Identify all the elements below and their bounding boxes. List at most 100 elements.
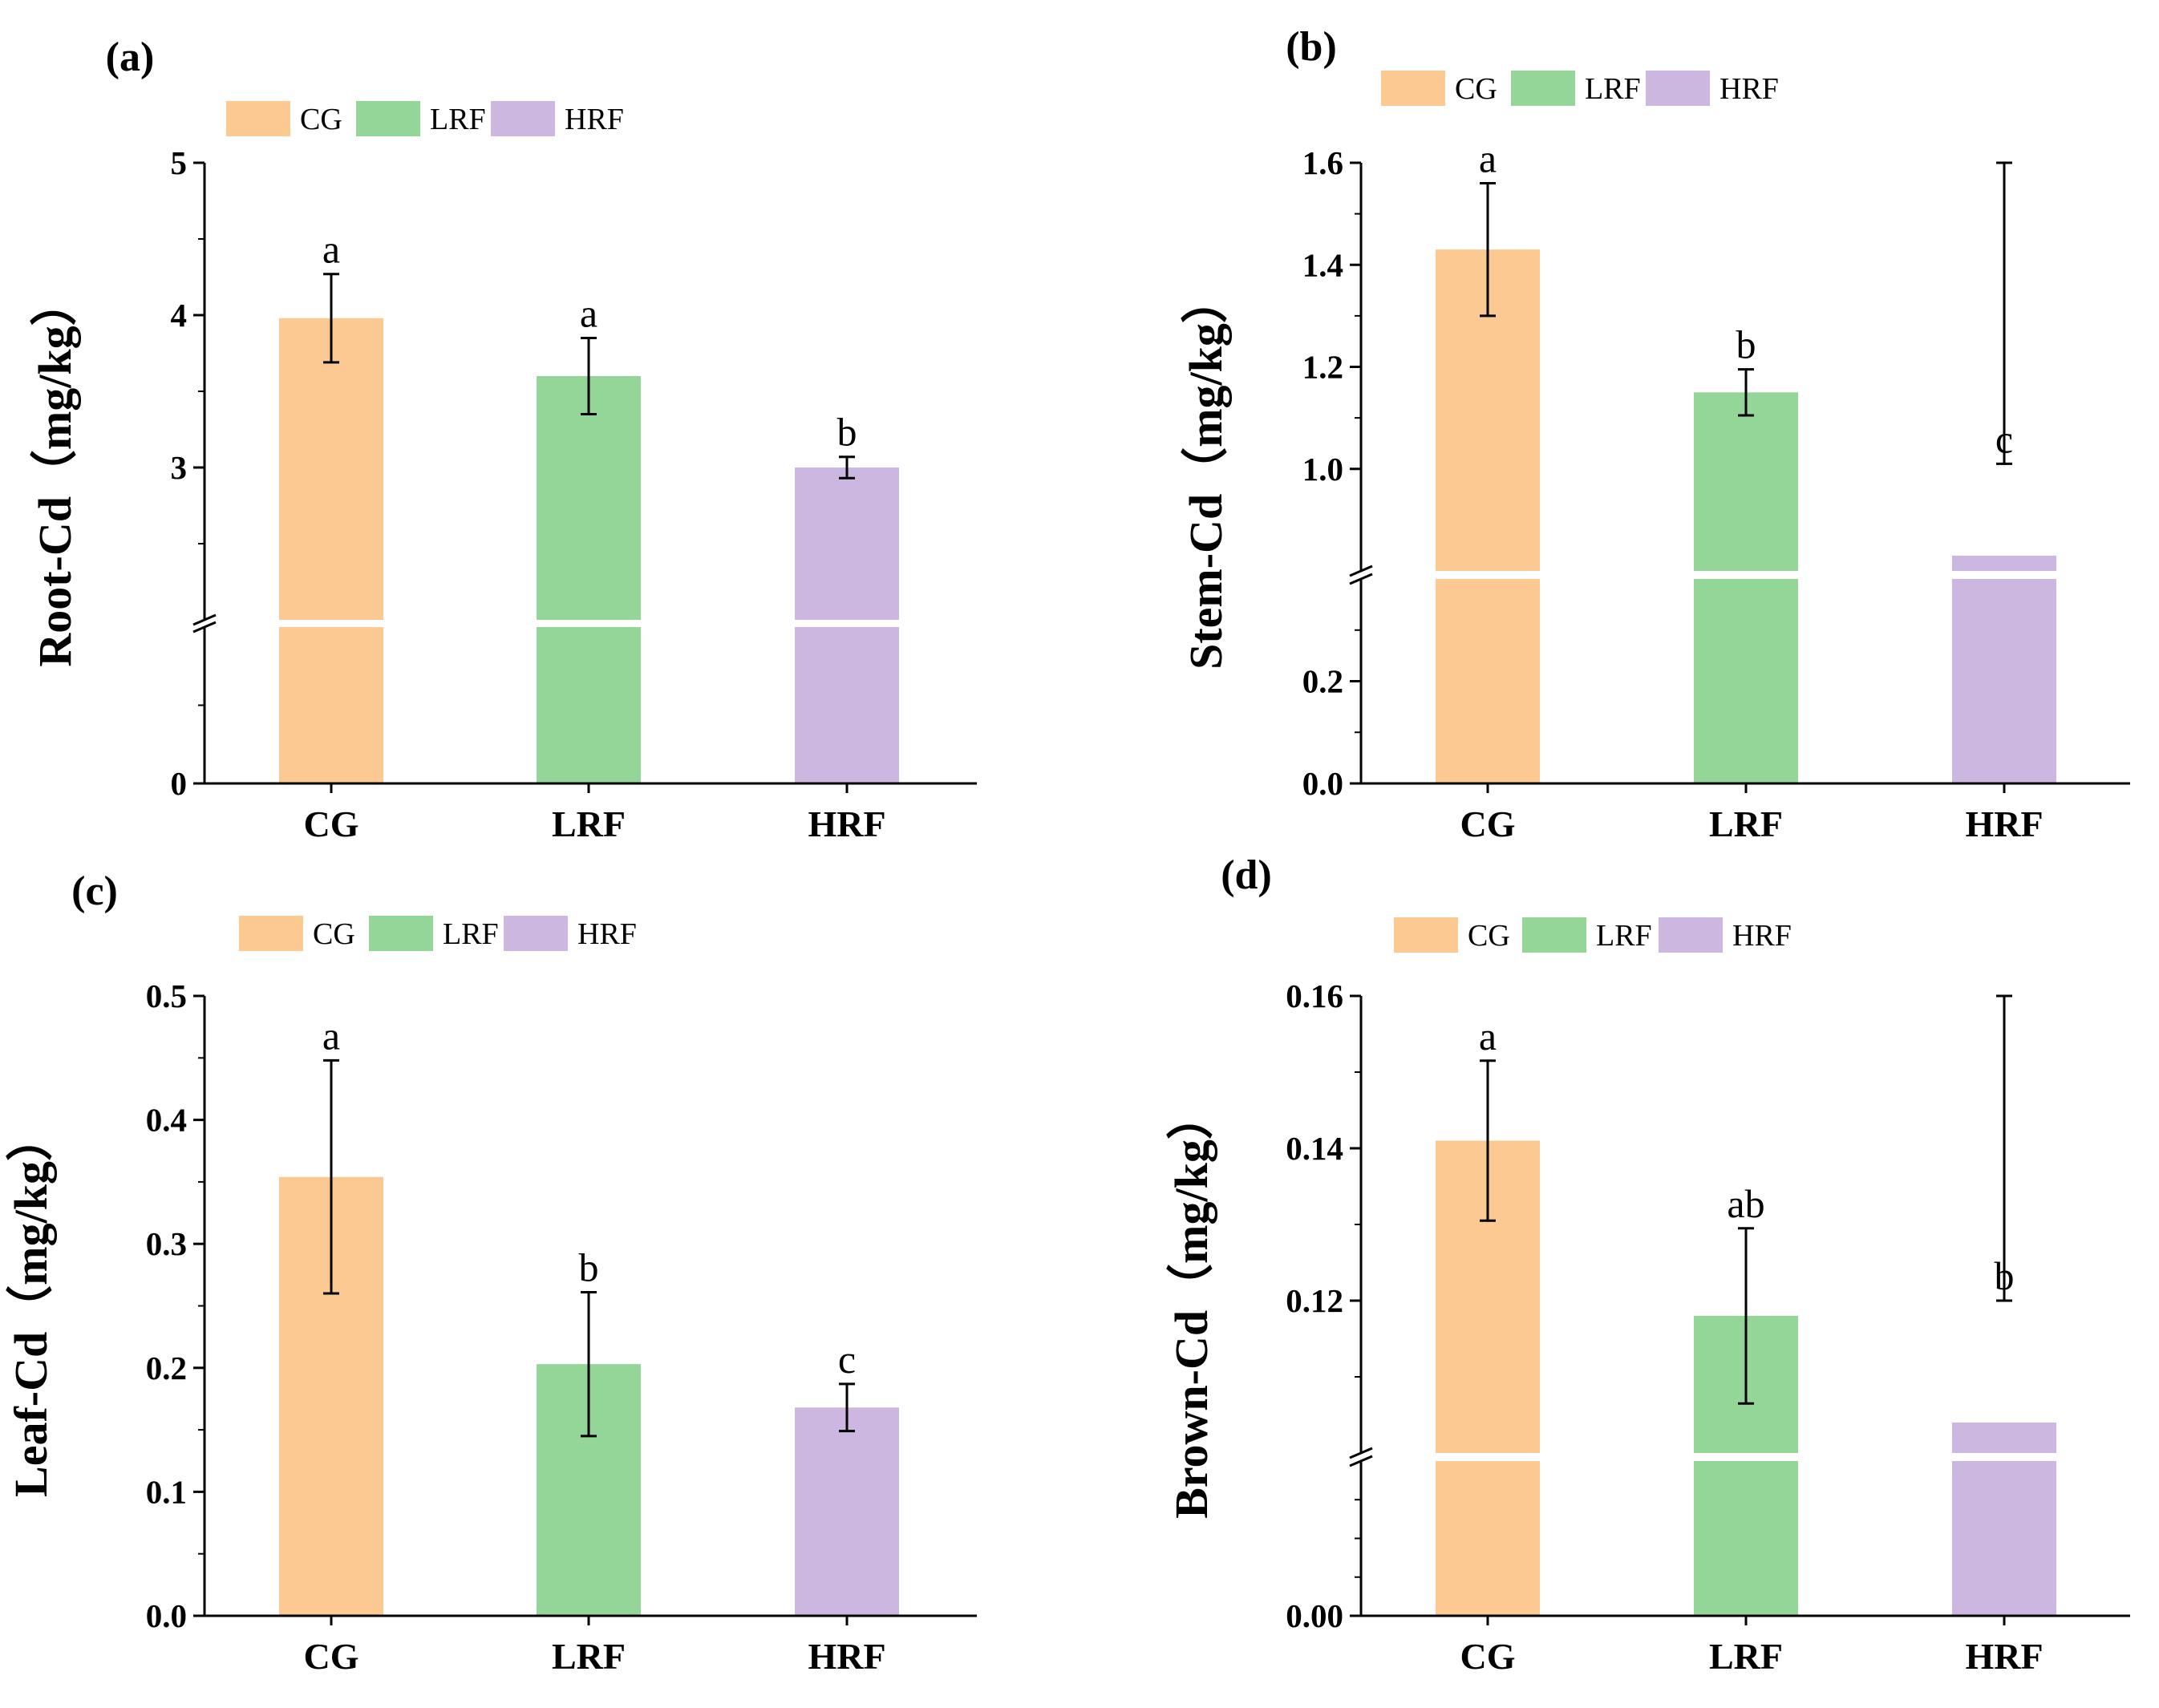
y-tick-label: 1.4 (1302, 246, 1343, 283)
legend-label-hrf: HRF (1720, 72, 1779, 106)
y-axis-label: Root-Cd（mg/kg） (29, 279, 81, 666)
x-tick-label-cg: CG (1460, 803, 1516, 844)
legend: CG LRF HRF (226, 101, 624, 136)
y-tick-label: 1.6 (1302, 144, 1343, 181)
significance-letter-hrf: c (838, 1337, 856, 1382)
legend-label-cg: CG (300, 103, 342, 136)
y-tick-label: 0.1 (146, 1473, 187, 1510)
bar-cg (279, 318, 383, 783)
bar-lrf (537, 376, 641, 783)
legend-label-hrf: HRF (1732, 919, 1792, 953)
legend-label-lrf: LRF (430, 103, 486, 136)
significance-letter-lrf: b (1736, 322, 1756, 367)
axis-break-mark-lower (1349, 573, 1373, 585)
bar-cg (1436, 249, 1540, 784)
legend-swatch-lrf (356, 101, 420, 136)
y-tick-label: 0.2 (146, 1350, 187, 1386)
y-tick-label: 0.5 (146, 977, 187, 1014)
panel-label: (b) (1286, 24, 1337, 70)
legend-swatch-lrf (1522, 917, 1586, 953)
legend-label-lrf: LRF (1585, 72, 1641, 106)
x-tick-label-hrf: HRF (1965, 1636, 2043, 1677)
legend-swatch-lrf (369, 916, 433, 951)
y-tick-label: 0.12 (1286, 1282, 1343, 1319)
x-tick-label-lrf: LRF (552, 803, 626, 844)
y-tick-label: 0.2 (1302, 663, 1343, 700)
legend-label-hrf: HRF (565, 103, 624, 136)
x-tick-label-hrf: HRF (808, 803, 885, 844)
y-tick-label: 0.0 (146, 1597, 187, 1634)
y-tick-label: 0.4 (146, 1102, 187, 1139)
y-axis-label: Stem-Cd（mg/kg） (1180, 277, 1232, 670)
significance-letter-lrf: a (580, 291, 597, 336)
legend-label-lrf: LRF (443, 917, 499, 951)
significance-letter-hrf: b (837, 410, 857, 455)
y-tick-label: 3 (171, 449, 188, 486)
significance-letter-cg: a (322, 227, 340, 272)
y-tick-label: 4 (171, 297, 188, 334)
legend: CG LRF HRF (239, 916, 637, 951)
significance-letter-hrf: c (1995, 416, 2013, 461)
bar-lrf (1694, 392, 1798, 783)
x-tick-label-lrf: LRF (1709, 803, 1783, 844)
chart-panel-1: (a) Root-Cd（mg/kg） CG LRF HRF a a b 0 3 4 5 CG LRF HRF (29, 34, 978, 844)
axis-break-gap (1363, 571, 2132, 579)
y-tick-label: 1.2 (1302, 349, 1343, 386)
significance-letter-cg: a (1479, 136, 1497, 180)
legend-swatch-hrf (1646, 71, 1710, 106)
axis-break-mark-upper (192, 613, 217, 626)
legend-label-hrf: HRF (577, 917, 637, 951)
axis-break-gap (1363, 1453, 2132, 1461)
axis-break-mark-lower (192, 621, 217, 633)
legend-swatch-hrf (1659, 917, 1723, 953)
x-tick-label-cg: CG (304, 1636, 359, 1677)
significance-letter-lrf: b (579, 1245, 599, 1289)
y-tick-label: 0.16 (1286, 977, 1343, 1014)
y-tick-label: 0.0 (1302, 765, 1343, 802)
y-axis-label: Brown-Cd（mg/kg） (1165, 1093, 1217, 1519)
y-tick-label: 0.14 (1286, 1130, 1343, 1167)
panel-label: (a) (106, 34, 155, 80)
legend-label-cg: CG (313, 917, 355, 951)
panel-label: (c) (71, 868, 118, 914)
significance-letter-cg: a (1479, 1014, 1497, 1058)
bar-hrf (1952, 555, 2056, 783)
legend-swatch-hrf (504, 916, 568, 951)
x-tick-label-hrf: HRF (1965, 803, 2043, 844)
panel-label: (d) (1221, 852, 1272, 898)
legend-swatch-cg (226, 101, 290, 136)
y-tick-label: 0 (171, 765, 188, 802)
x-tick-label-cg: CG (304, 803, 359, 844)
legend-label-cg: CG (1455, 72, 1497, 106)
significance-letter-hrf: b (1995, 1253, 2015, 1298)
x-tick-label-lrf: LRF (1709, 1636, 1783, 1677)
chart-panel-4: (d) Brown-Cd（mg/kg） CG LRF HRF a ab b 0.00 0.12 0.… (1165, 852, 2132, 1677)
legend: CG LRF HRF (1394, 917, 1792, 953)
chart-panel-3: (c) Leaf-Cd（mg/kg） CG LRF HRF a b c 0.0 0.1 0.2 0.3… (5, 868, 977, 1677)
y-axis-label: Leaf-Cd（mg/kg） (5, 1115, 57, 1497)
legend-swatch-lrf (1511, 71, 1575, 106)
legend-label-lrf: LRF (1596, 919, 1652, 953)
axis-break-mark-upper (1349, 1447, 1373, 1459)
legend-swatch-hrf (491, 101, 555, 136)
bar-hrf (1952, 1423, 2056, 1616)
legend-swatch-cg (1381, 71, 1445, 106)
significance-letter-lrf: ab (1727, 1181, 1764, 1226)
legend: CG LRF HRF (1381, 71, 1779, 106)
y-tick-label: 1.0 (1302, 451, 1343, 488)
y-tick-label: 0.00 (1286, 1597, 1343, 1634)
x-tick-label-hrf: HRF (808, 1636, 885, 1677)
x-tick-label-cg: CG (1460, 1636, 1516, 1677)
y-tick-label: 0.3 (146, 1225, 187, 1262)
significance-letter-cg: a (322, 1013, 340, 1058)
legend-label-cg: CG (1468, 919, 1510, 953)
axis-break-gap (206, 620, 978, 627)
axis-break-mark-lower (1349, 1455, 1373, 1467)
y-tick-label: 5 (171, 144, 188, 181)
bar-hrf (795, 1407, 899, 1616)
legend-swatch-cg (239, 916, 303, 951)
x-tick-label-lrf: LRF (552, 1636, 626, 1677)
axis-break-mark-upper (1349, 565, 1373, 577)
